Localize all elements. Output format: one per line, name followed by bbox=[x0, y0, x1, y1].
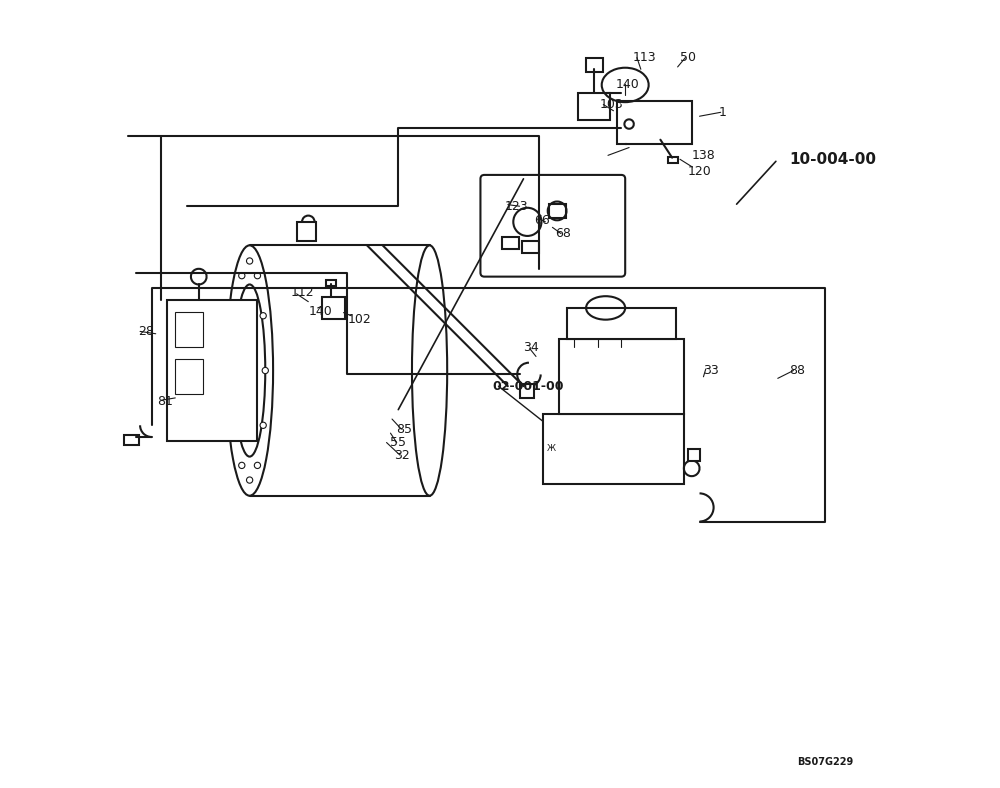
Ellipse shape bbox=[246, 477, 253, 483]
Text: 33: 33 bbox=[703, 364, 719, 377]
Ellipse shape bbox=[260, 422, 266, 429]
Bar bbox=[124, 436, 139, 445]
Bar bbox=[543, 414, 684, 484]
Text: 81: 81 bbox=[157, 396, 173, 408]
Ellipse shape bbox=[239, 463, 245, 469]
Text: 10-004-00: 10-004-00 bbox=[790, 152, 877, 167]
Text: 85: 85 bbox=[396, 422, 412, 436]
Bar bbox=[175, 312, 203, 347]
Text: 120: 120 bbox=[688, 165, 712, 177]
Text: BS07G229: BS07G229 bbox=[797, 756, 854, 767]
Ellipse shape bbox=[254, 463, 261, 469]
Text: 50: 50 bbox=[680, 51, 696, 64]
Bar bbox=[175, 359, 203, 394]
Ellipse shape bbox=[246, 258, 253, 264]
Text: 112: 112 bbox=[291, 286, 315, 299]
Bar bbox=[549, 204, 566, 218]
Text: 32: 32 bbox=[394, 448, 410, 462]
FancyBboxPatch shape bbox=[480, 175, 625, 277]
Bar bbox=[586, 58, 603, 72]
Text: 138: 138 bbox=[692, 149, 715, 162]
Ellipse shape bbox=[233, 313, 239, 319]
Text: 123: 123 bbox=[505, 199, 528, 213]
Bar bbox=[567, 308, 676, 339]
Ellipse shape bbox=[239, 273, 245, 279]
Text: 113: 113 bbox=[633, 51, 657, 64]
Bar bbox=[688, 449, 700, 460]
Text: 1: 1 bbox=[719, 106, 727, 119]
Ellipse shape bbox=[226, 245, 273, 496]
Bar bbox=[668, 157, 678, 163]
Ellipse shape bbox=[412, 245, 447, 496]
Text: 88: 88 bbox=[790, 364, 806, 377]
Bar bbox=[297, 222, 316, 241]
Text: 02-001-00: 02-001-00 bbox=[492, 380, 564, 392]
Ellipse shape bbox=[233, 422, 239, 429]
Text: 103: 103 bbox=[600, 98, 624, 111]
Ellipse shape bbox=[260, 313, 266, 319]
Ellipse shape bbox=[254, 273, 261, 279]
Text: Ж: Ж bbox=[547, 444, 556, 453]
Text: 34: 34 bbox=[523, 340, 539, 354]
Bar bbox=[617, 101, 692, 143]
Text: 140: 140 bbox=[616, 79, 640, 91]
Bar bbox=[578, 93, 610, 120]
Ellipse shape bbox=[262, 367, 268, 374]
Bar bbox=[322, 297, 345, 319]
Text: 55: 55 bbox=[390, 436, 406, 449]
Bar bbox=[167, 300, 257, 441]
Ellipse shape bbox=[234, 284, 265, 456]
Bar bbox=[520, 384, 534, 398]
Bar bbox=[522, 240, 539, 253]
Ellipse shape bbox=[231, 367, 237, 374]
Bar bbox=[326, 280, 336, 286]
Text: 28: 28 bbox=[139, 325, 154, 338]
Text: 102: 102 bbox=[347, 313, 371, 326]
Text: 140: 140 bbox=[308, 305, 332, 318]
Bar bbox=[502, 236, 519, 249]
Bar bbox=[559, 339, 684, 414]
Text: 66: 66 bbox=[534, 214, 549, 227]
Text: 68: 68 bbox=[555, 227, 571, 240]
